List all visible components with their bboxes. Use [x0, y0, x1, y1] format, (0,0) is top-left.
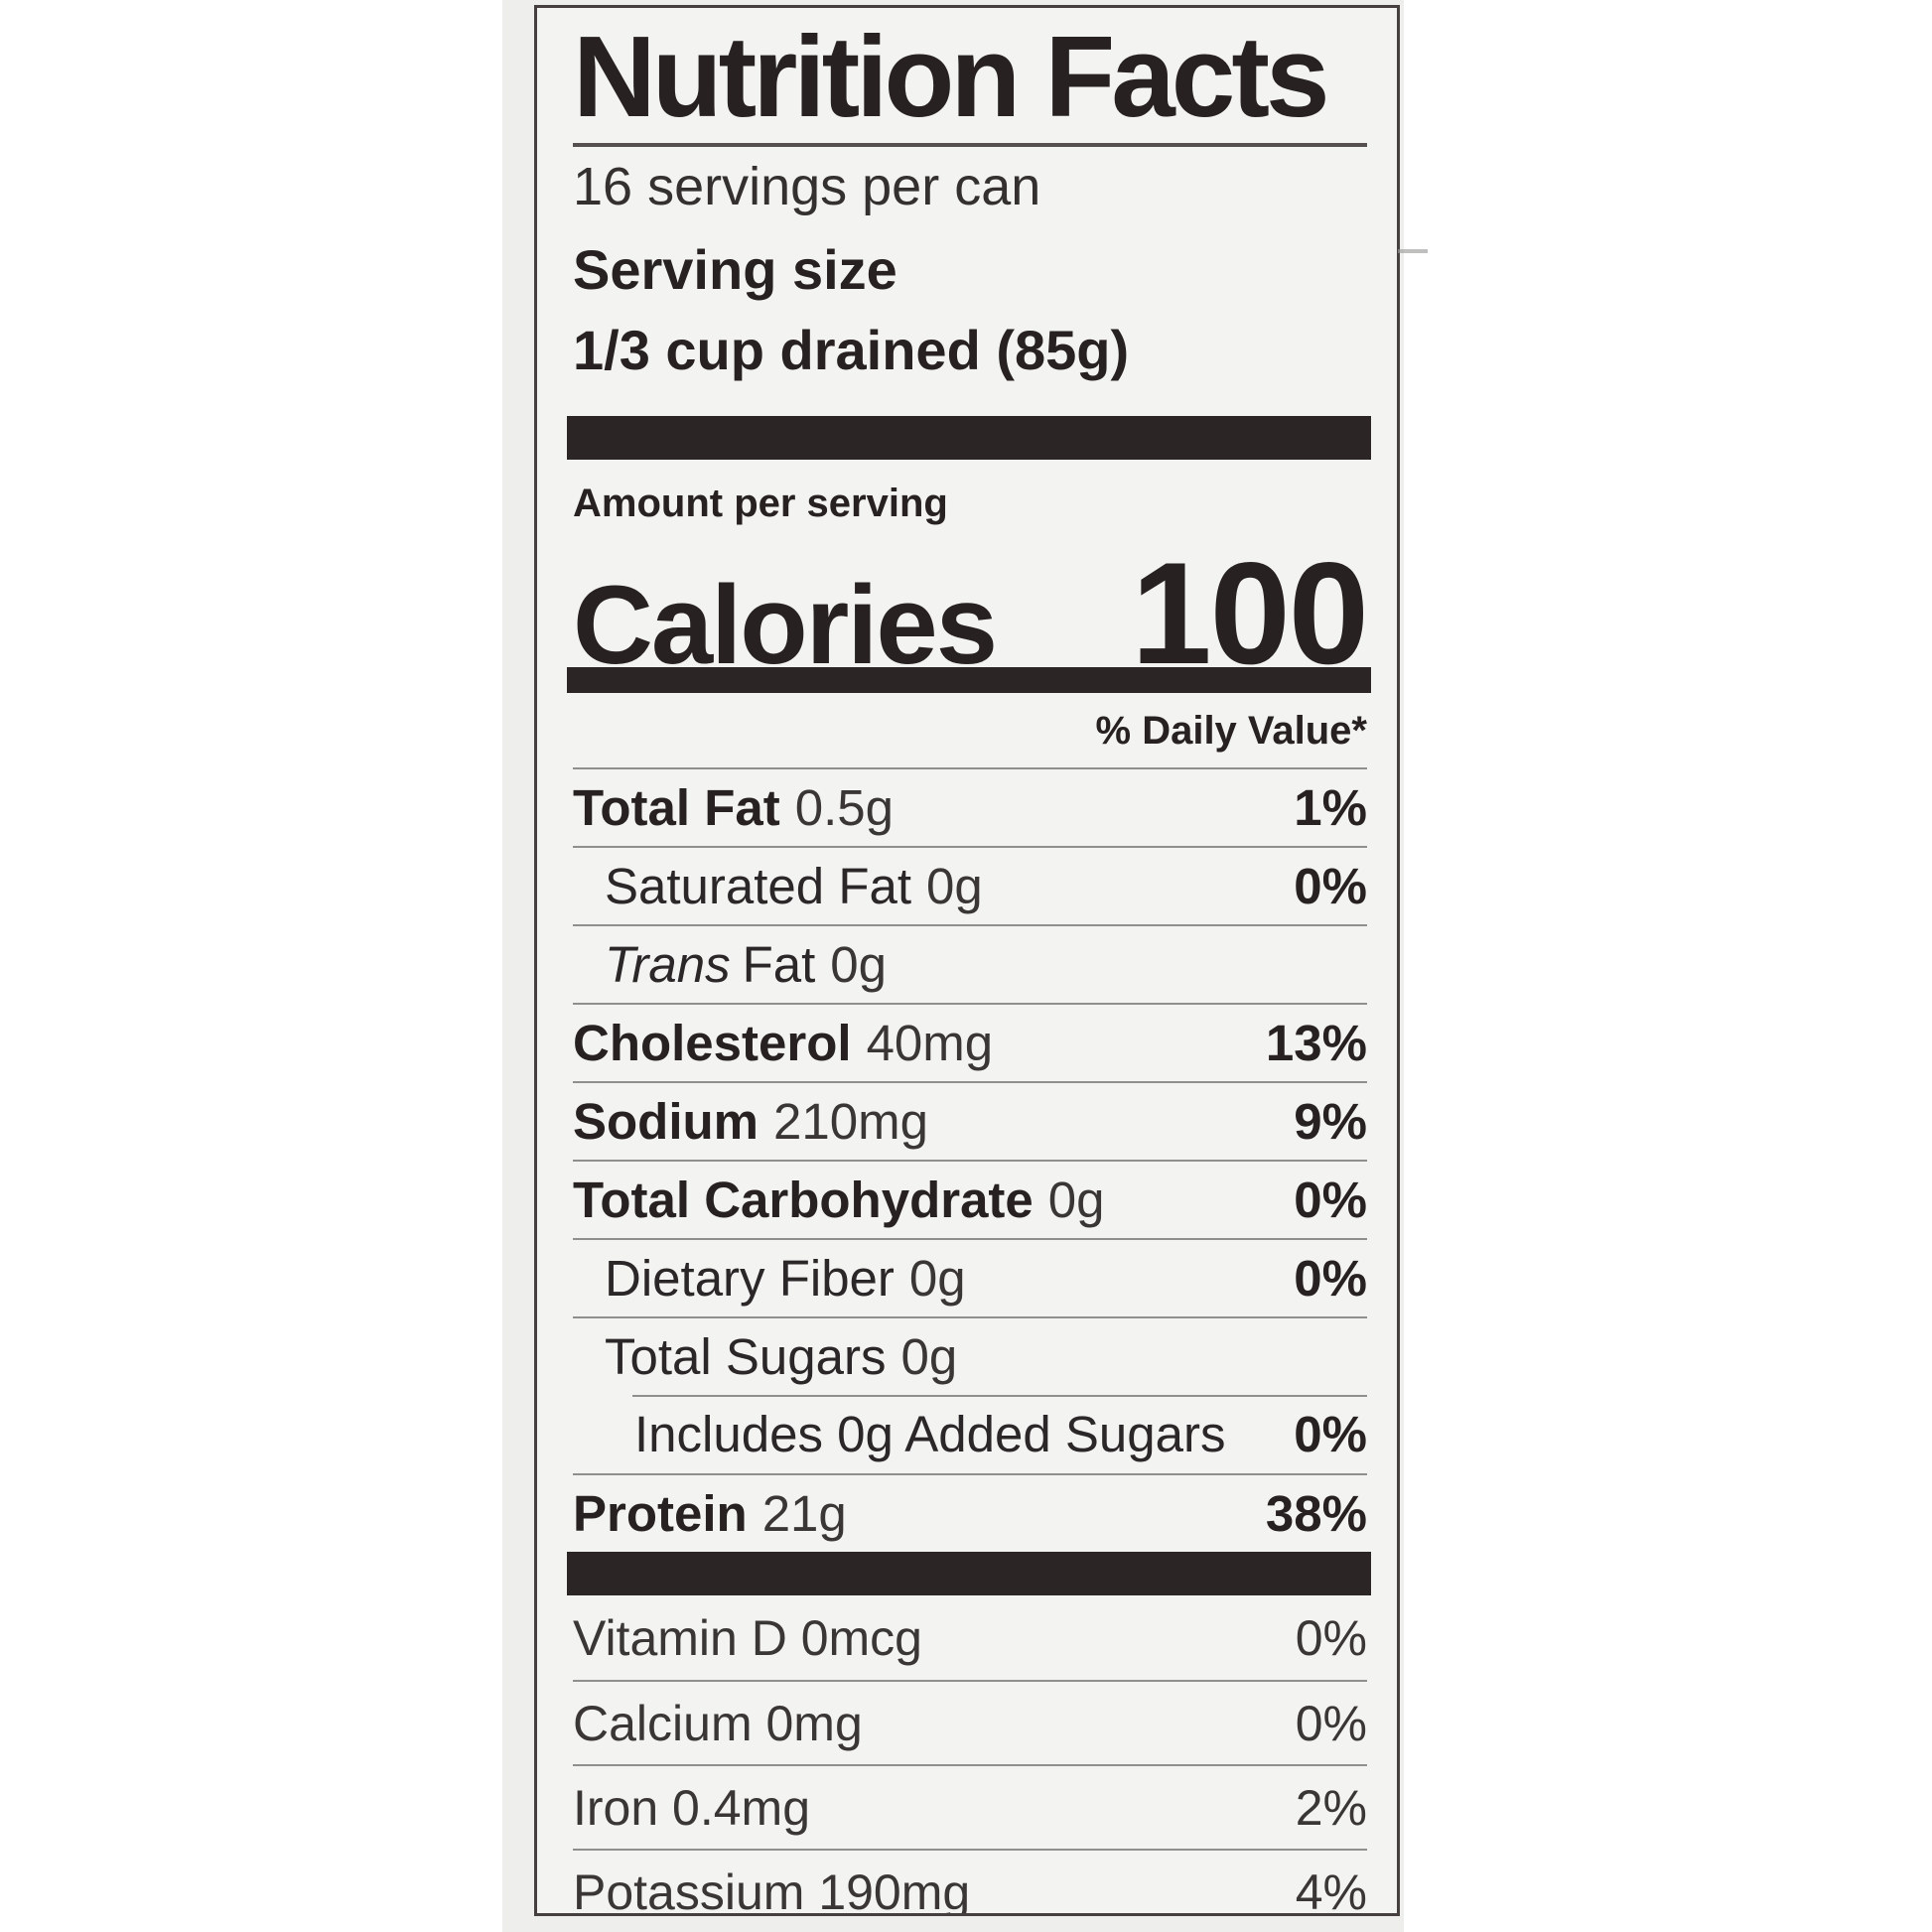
nutrient-percent: 0%	[1294, 1406, 1367, 1462]
nutrient-name: Saturated Fat	[605, 858, 912, 914]
photo-artifact-line	[1398, 249, 1428, 253]
nutrient-name: Fat	[742, 936, 816, 993]
nutrient-name: Cholesterol	[573, 1015, 852, 1071]
nutrient-row-dietary-fiber: Dietary Fiber 0g 0%	[573, 1238, 1367, 1316]
micronutrient-row-vitamin-d: Vitamin D 0mcg 0%	[573, 1595, 1367, 1680]
nutrient-name: Total Fat	[573, 779, 780, 836]
nutrient-percent: 13%	[1265, 1015, 1367, 1071]
nutrient-name: Total Sugars	[605, 1328, 887, 1385]
label-photo: Nutrition Facts 16 servings per can Serv…	[502, 0, 1404, 1932]
nutrient-percent: 0%	[1294, 1250, 1367, 1307]
section-bar-calories	[567, 667, 1371, 693]
panel-title: Nutrition Facts	[573, 12, 1329, 141]
nutrient-row-total-carbohydrate: Total Carbohydrate 0g 0%	[573, 1160, 1367, 1238]
micronutrient-percent: 2%	[1295, 1779, 1367, 1836]
nutrient-amount: 21g	[761, 1485, 847, 1542]
nutrient-row-total-sugars: Total Sugars 0g	[573, 1316, 1367, 1395]
title-divider	[573, 143, 1367, 148]
nutrient-percent: 0%	[1294, 858, 1367, 914]
nutrient-amount: 0g	[908, 1250, 966, 1307]
nutrient-amount: 0g	[900, 1328, 958, 1385]
nutrient-amount: 0g	[830, 936, 888, 993]
micronutrient-row-iron: Iron 0.4mg 2%	[573, 1764, 1367, 1849]
nutrient-row-trans-fat: Trans Fat 0g	[573, 924, 1367, 1003]
daily-value-header: % Daily Value*	[1095, 709, 1367, 753]
nutrient-amount: 40mg	[866, 1015, 994, 1071]
section-bar-micronutrients	[567, 1552, 1371, 1595]
nutrient-row-added-sugars: Includes 0g Added Sugars 0%	[573, 1395, 1367, 1473]
calories-value: 100	[1131, 532, 1369, 694]
nutrient-name: Includes 0g Added Sugars	[634, 1406, 1226, 1462]
micronutrient-row-calcium: Calcium 0mg 0%	[573, 1680, 1367, 1764]
nutrition-facts-panel: Nutrition Facts 16 servings per can Serv…	[534, 5, 1400, 1916]
nutrient-amount: 0g	[1047, 1172, 1105, 1228]
nutrient-percent: 0%	[1294, 1172, 1367, 1228]
nutrient-amount: 0g	[926, 858, 983, 914]
micronutrient-name: Calcium 0mg	[573, 1695, 863, 1751]
serving-size-label: Serving size	[573, 238, 897, 301]
micronutrient-row-potassium: Potassium 190mg 4%	[573, 1849, 1367, 1916]
nutrient-row-cholesterol: Cholesterol 40mg 13%	[573, 1003, 1367, 1081]
nutrient-row-sodium: Sodium 210mg 9%	[573, 1081, 1367, 1160]
nutrient-name: Total Carbohydrate	[573, 1172, 1034, 1228]
servings-per-container: 16 servings per can	[573, 157, 1041, 217]
nutrient-percent: 1%	[1294, 779, 1367, 836]
micronutrient-name: Iron 0.4mg	[573, 1779, 811, 1836]
calories-label: Calories	[573, 563, 998, 687]
nutrient-amount: 210mg	[773, 1093, 928, 1150]
micronutrient-name: Potassium 190mg	[573, 1863, 971, 1916]
nutrient-name: Protein	[573, 1485, 748, 1542]
nutrient-row-protein: Protein 21g 38%	[573, 1473, 1367, 1552]
amount-per-serving-label: Amount per serving	[573, 482, 948, 525]
micronutrient-name: Vitamin D 0mcg	[573, 1609, 922, 1666]
micronutrient-percent: 0%	[1295, 1609, 1367, 1666]
calories-row: Calories 100	[573, 530, 1369, 694]
micronutrient-percent: 4%	[1295, 1863, 1367, 1916]
nutrient-percent: 38%	[1265, 1485, 1367, 1542]
section-bar-top	[567, 416, 1371, 460]
nutrient-row-total-fat: Total Fat 0.5g 1%	[573, 767, 1367, 846]
nutrient-name-italic: Trans	[605, 936, 731, 993]
nutrient-name: Sodium	[573, 1093, 759, 1150]
nutrient-row-saturated-fat: Saturated Fat 0g 0%	[573, 846, 1367, 924]
serving-size-value: 1/3 cup drained (85g)	[573, 319, 1130, 381]
nutrient-percent: 9%	[1294, 1093, 1367, 1150]
nutrient-amount: 0.5g	[794, 779, 894, 836]
micronutrient-percent: 0%	[1295, 1695, 1367, 1751]
nutrient-name: Dietary Fiber	[605, 1250, 895, 1307]
